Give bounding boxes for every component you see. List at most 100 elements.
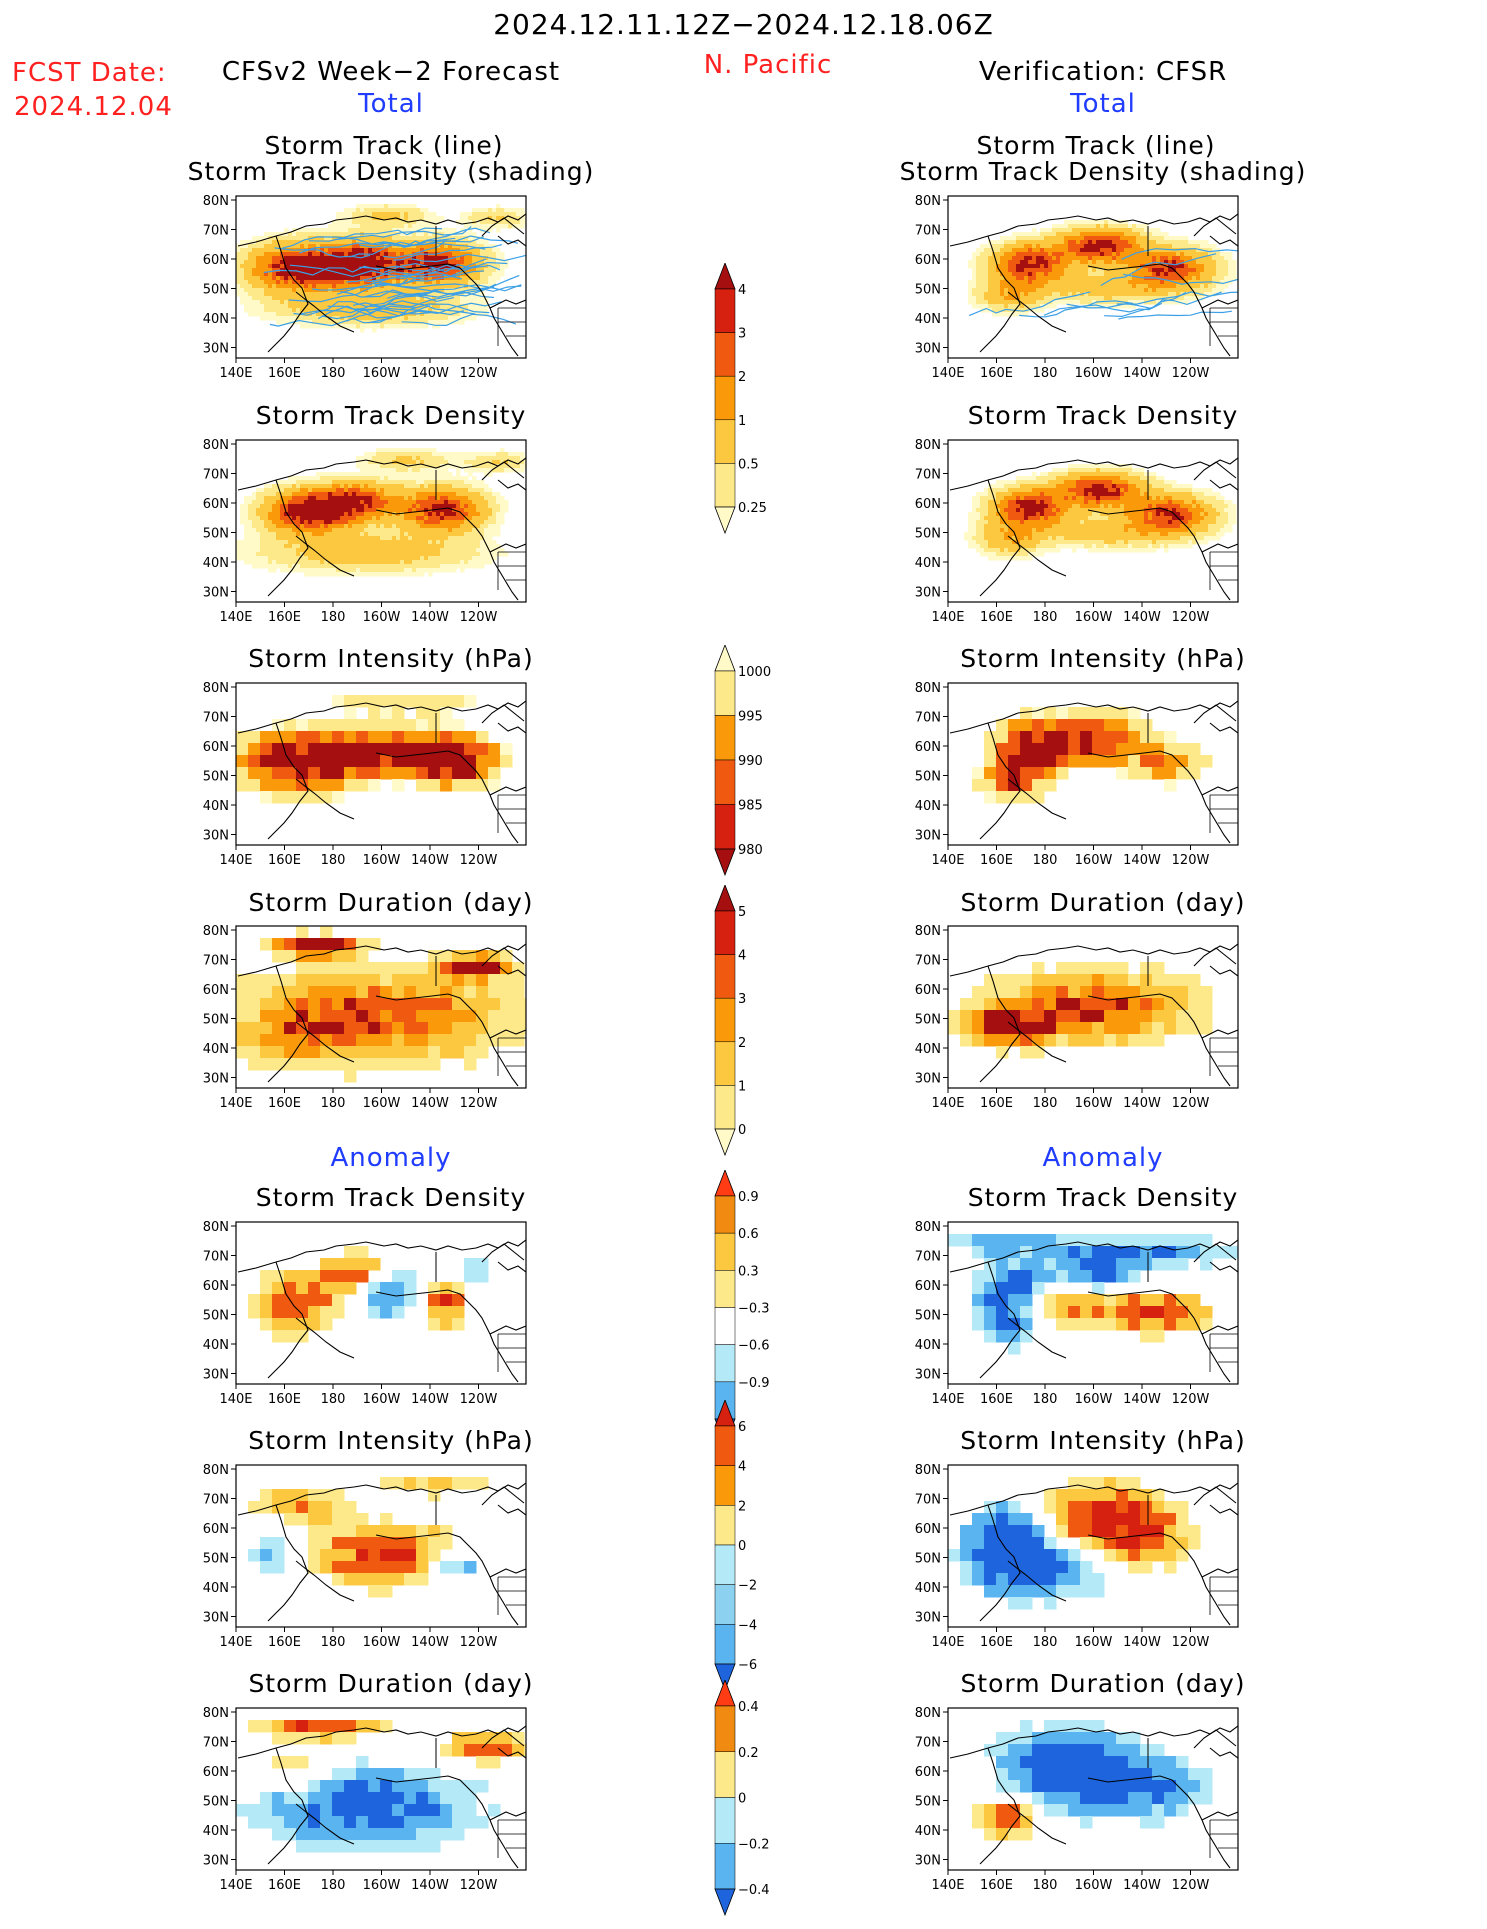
lat-tick-label: 80N — [915, 1220, 941, 1235]
colorbar-label: 985 — [738, 799, 763, 814]
colorbar-label: −6 — [738, 1658, 757, 1673]
lon-tick-label: 120W — [460, 1392, 498, 1407]
lat-tick-label: 40N — [203, 1338, 229, 1353]
fcst-date-value: 2024.12.04 — [14, 92, 173, 122]
title-intensity-right: Storm Intensity (hPa) — [960, 646, 1246, 672]
lon-tick-label: 180 — [321, 1096, 346, 1111]
lon-tick-label: 160E — [268, 1096, 301, 1111]
lat-tick-label: 30N — [915, 1368, 941, 1383]
lat-tick-label: 60N — [915, 740, 941, 755]
lat-tick-label: 40N — [915, 1581, 941, 1596]
lon-tick-label: 180 — [321, 610, 346, 625]
colorbar-label: 1000 — [738, 665, 771, 680]
lat-tick-label: 40N — [203, 556, 229, 571]
lon-tick-label: 140W — [1123, 1878, 1161, 1893]
colorbar-label: 4 — [738, 283, 746, 298]
map-fill — [950, 458, 1238, 600]
title-duration-left: Storm Duration (day) — [248, 890, 533, 916]
lon-tick-label: 120W — [1172, 610, 1210, 625]
lon-tick-label: 160E — [980, 1392, 1013, 1407]
lon-tick-label: 160W — [363, 1635, 401, 1650]
lon-tick-label: 120W — [1172, 366, 1210, 381]
lon-tick-label: 160W — [1075, 1392, 1113, 1407]
lat-tick-label: 40N — [203, 799, 229, 814]
lat-tick-label: 40N — [203, 1824, 229, 1839]
colorbar-label: 0.5 — [738, 457, 759, 472]
lon-tick-label: 180 — [1033, 366, 1058, 381]
lat-tick-label: 80N — [203, 924, 229, 939]
lon-tick-label: 120W — [1172, 1096, 1210, 1111]
lat-tick-label: 80N — [915, 194, 941, 209]
lat-tick-label: 80N — [915, 438, 941, 453]
lat-tick-label: 30N — [203, 342, 229, 357]
lon-tick-label: 160E — [268, 1878, 301, 1893]
lat-tick-label: 30N — [203, 1072, 229, 1087]
lon-tick-label: 120W — [460, 853, 498, 868]
lon-tick-label: 160E — [980, 853, 1013, 868]
lon-tick-label: 140W — [1123, 610, 1161, 625]
lat-tick-label: 30N — [915, 1072, 941, 1087]
lat-tick-label: 80N — [203, 681, 229, 696]
lat-tick-label: 50N — [203, 1013, 229, 1028]
lat-tick-label: 70N — [915, 1493, 941, 1508]
lon-tick-label: 140W — [1123, 853, 1161, 868]
lat-tick-label: 80N — [915, 924, 941, 939]
map-fill — [236, 695, 526, 843]
lon-tick-label: 140W — [411, 1878, 449, 1893]
lon-tick-label: 120W — [1172, 853, 1210, 868]
total-label-left: Total — [358, 89, 424, 119]
lon-tick-label: 120W — [1172, 1635, 1210, 1650]
lat-tick-label: 70N — [915, 1736, 941, 1751]
lon-tick-label: 120W — [460, 1878, 498, 1893]
title-track-shade-right: Storm Track Density (shading) — [900, 159, 1307, 185]
lon-tick-label: 140W — [411, 1392, 449, 1407]
lat-tick-label: 30N — [203, 1854, 229, 1869]
lon-tick-label: 160E — [980, 1878, 1013, 1893]
lat-tick-label: 50N — [915, 283, 941, 298]
lat-tick-label: 80N — [203, 438, 229, 453]
lon-tick-label: 140E — [931, 610, 964, 625]
lon-tick-label: 160W — [363, 853, 401, 868]
lon-tick-label: 140W — [411, 1096, 449, 1111]
colorbar-label: 980 — [738, 843, 763, 858]
lon-tick-label: 160E — [980, 1096, 1013, 1111]
map-fill — [236, 926, 537, 1086]
lat-tick-label: 50N — [915, 1013, 941, 1028]
map-fill — [236, 204, 532, 356]
colorbar-label: −0.3 — [738, 1302, 770, 1317]
colorbar-label: 0.25 — [738, 501, 767, 516]
lon-tick-label: 160W — [363, 610, 401, 625]
lat-tick-label: 60N — [915, 1279, 941, 1294]
lon-tick-label: 140E — [219, 1635, 252, 1650]
lat-tick-label: 30N — [915, 829, 941, 844]
lon-tick-label: 140W — [411, 366, 449, 381]
lon-tick-label: 120W — [460, 610, 498, 625]
lat-tick-label: 40N — [915, 1824, 941, 1839]
lon-tick-label: 180 — [321, 853, 346, 868]
lon-tick-label: 140E — [219, 1392, 252, 1407]
title-intensity-left: Storm Intensity (hPa) — [248, 646, 534, 672]
colorbar-label: −0.9 — [738, 1376, 770, 1391]
title-duration-right: Storm Duration (day) — [960, 890, 1245, 916]
lon-tick-label: 140E — [931, 1635, 964, 1650]
lon-tick-label: 140E — [219, 853, 252, 868]
verification-title: Verification: CFSR — [979, 57, 1227, 87]
colorbar-label: 995 — [738, 710, 763, 725]
lon-tick-label: 140E — [931, 366, 964, 381]
lon-tick-label: 180 — [1033, 1878, 1058, 1893]
lat-tick-label: 50N — [203, 770, 229, 785]
colorbar-label: 4 — [738, 1460, 746, 1475]
